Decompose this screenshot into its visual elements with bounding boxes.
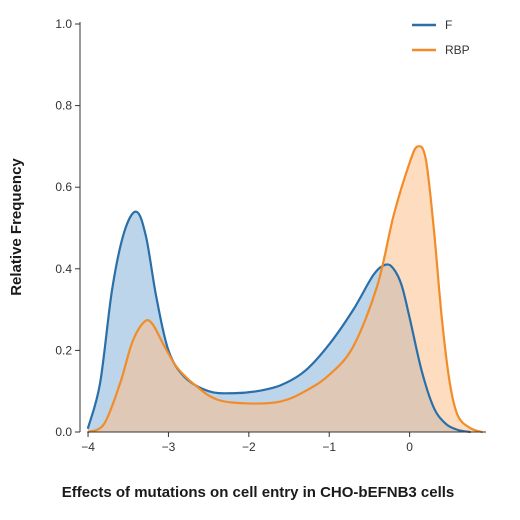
series-line-rbp: [86, 145, 484, 434]
x-tick-label: −2: [242, 440, 256, 454]
legend: F RBP: [412, 18, 470, 57]
series-area-rbp: [88, 146, 482, 433]
legend-label-f: F: [445, 18, 452, 32]
axes: 0.0 0.2 0.4 0.6 0.8 1.0 −4 −3 −2 −1 0: [55, 17, 486, 454]
x-tick-label: −4: [81, 440, 95, 454]
legend-label-rbp: RBP: [445, 43, 470, 57]
x-tick-label: −1: [322, 440, 336, 454]
y-axis-title: Relative Frequency: [8, 158, 25, 296]
y-tick-label: 0.0: [55, 425, 72, 439]
y-tick-label: 0.4: [55, 262, 72, 276]
x-axis-title: Effects of mutations on cell entry in CH…: [62, 484, 455, 501]
y-tick-label: 0.2: [55, 343, 72, 357]
x-tick-label: 0: [406, 440, 413, 454]
y-tick-label: 0.8: [55, 99, 72, 113]
series-line-f: [86, 210, 472, 434]
x-tick-label: −3: [162, 440, 176, 454]
plot-area: [86, 145, 484, 434]
y-tick-label: 1.0: [55, 17, 72, 31]
y-tick-label: 0.6: [55, 180, 72, 194]
